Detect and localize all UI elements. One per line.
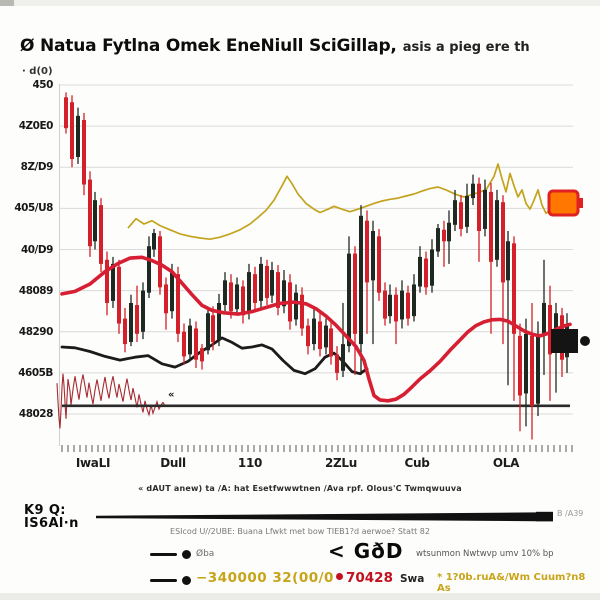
- y-axis-tick-label: 48089: [18, 283, 53, 297]
- legend-row2-red-text: 70428: [346, 570, 393, 586]
- x-axis-tick-label: Dull: [160, 456, 186, 470]
- range-slider-label-line1: K9 Q:: [24, 503, 66, 518]
- ma-yellow-line: [127, 163, 555, 241]
- range-slider-right-text: B /A39: [557, 509, 584, 518]
- y-axis-tick-label: 4Z0E0: [18, 119, 54, 133]
- gridlines: [59, 84, 573, 446]
- footer-caption: ESIcod U//2UBE: Buana Lfwkt met bow TIEB…: [170, 527, 430, 536]
- x-axis-tick-label: IwaLI: [75, 456, 111, 470]
- legend-line-swatch-1: [150, 552, 177, 557]
- legend-line-swatch-2: [150, 578, 177, 583]
- bottom-border-band: [0, 593, 600, 600]
- range-slider-label-line2: IS6Al·n: [24, 516, 79, 531]
- page-title-sub: · d(0): [22, 66, 53, 77]
- page-title-main: Ø Natua Fytlna Omek EneNiull SciGillap,: [20, 36, 397, 56]
- x-axis-tick-label: Cub: [404, 456, 430, 470]
- svg-text:«: «: [168, 390, 174, 401]
- legend-row2-red-value: 70428: [336, 570, 393, 586]
- top-left-smudge: [0, 0, 14, 6]
- x-axis-ticks: [61, 445, 573, 452]
- legend-dot-swatch-2: [182, 576, 191, 585]
- top-border-band: [0, 0, 600, 6]
- page-title-tail: asis a pieg ere th: [402, 40, 530, 55]
- legend-row2-suffix: Swa: [400, 573, 425, 585]
- price-badges: [547, 189, 590, 353]
- y-axis-tick-label: 48290: [18, 324, 53, 338]
- legend-dot-swatch-1: [182, 550, 191, 559]
- x-axis-tick-label: OLA: [492, 456, 520, 470]
- ma-red-line: [60, 255, 572, 403]
- time-range-slider[interactable]: [96, 511, 553, 522]
- red-dot-icon: [336, 573, 343, 580]
- legend-row2-yellow-note: * 1?0b.ruA&/Wm Cuum?n8 As: [437, 572, 586, 594]
- legend-row1-label: Øba: [196, 549, 215, 559]
- legend-row1-note: wtsunmon Nwtwvp umv 10% bp: [416, 549, 554, 559]
- range-slider-label: K9 Q: IS6Al·n: [24, 504, 79, 530]
- legend-marker-2: [150, 576, 191, 585]
- legend-row1-brand: < GðD: [328, 539, 404, 563]
- oscillator-end-arrow: «: [168, 390, 174, 401]
- legend-row2-yellow-values: −340000 32(00/0: [196, 570, 334, 586]
- y-axis-tick-label: 450: [32, 78, 54, 91]
- legend-marker-1: [150, 550, 191, 559]
- oscillator-trace: [56, 373, 166, 429]
- y-axis-tick-label: 40/D9: [20, 242, 53, 256]
- y-axis-tick-label: 405/U8: [14, 201, 53, 215]
- chart-caption: « dAUT anew) ta /A: hat Esetfwwwtnen /Av…: [138, 484, 462, 493]
- y-axis-tick-label: 8Z/D9: [20, 160, 54, 174]
- x-axis-tick-label: 110: [237, 456, 263, 470]
- page-title: Ø Natua Fytlna Omek EneNiull SciGillap, a…: [20, 36, 595, 56]
- y-axis-tick-label: 48028: [18, 407, 53, 420]
- candles: [64, 92, 569, 440]
- x-axis-tick-label: 2ZLu: [324, 456, 358, 470]
- y-axis-tick-label: 4605B: [18, 365, 53, 379]
